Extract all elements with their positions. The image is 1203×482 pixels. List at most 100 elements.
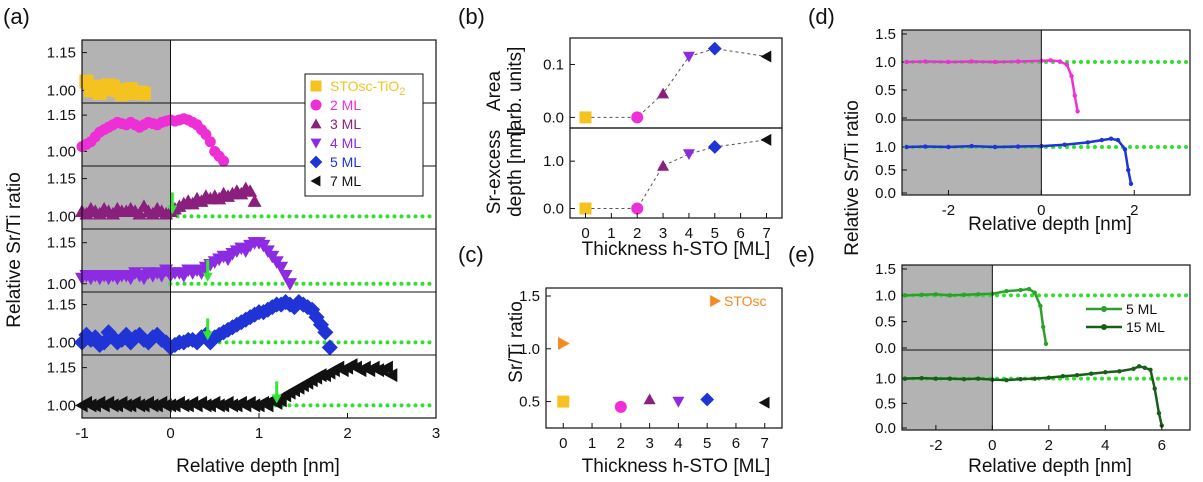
a-data-point bbox=[122, 334, 139, 351]
b-ylabel-bottom-1: Sr-excess bbox=[484, 130, 505, 214]
e-ytick-label: 0.5 bbox=[875, 314, 896, 331]
a-data-point bbox=[218, 155, 230, 167]
a-ytick-label: 1.00 bbox=[47, 82, 76, 99]
panel-label-a: (a) bbox=[3, 4, 30, 29]
a-data-point bbox=[282, 278, 297, 291]
c-xtick-label: 4 bbox=[674, 435, 682, 452]
a-data-point bbox=[278, 269, 293, 283]
e-xtick-label: 6 bbox=[1158, 437, 1166, 454]
b-data-point bbox=[682, 149, 695, 161]
a-data-point bbox=[384, 368, 398, 383]
a-data-point bbox=[317, 324, 334, 341]
d-ytick-label: 1.0 bbox=[875, 54, 896, 71]
e-xtick-label: -2 bbox=[929, 437, 942, 454]
a-data-point bbox=[87, 329, 104, 346]
b-ytick-label: 0.0 bbox=[543, 201, 564, 218]
e-profile-point bbox=[902, 293, 908, 298]
e-profile-point bbox=[1040, 324, 1046, 330]
a-data-point bbox=[274, 261, 289, 275]
a-interface-arrow bbox=[271, 381, 282, 404]
c-legend-marker bbox=[710, 295, 721, 307]
e-xtick-label: 2 bbox=[1045, 437, 1053, 454]
d-ytick-label: 0.0 bbox=[875, 110, 896, 127]
e-profile-point bbox=[1152, 386, 1157, 391]
a-legend-label-4ml: 4 ML bbox=[330, 135, 361, 151]
a-data-point bbox=[247, 194, 262, 207]
a-data-point bbox=[243, 184, 258, 197]
c-xtick-label: 6 bbox=[732, 435, 740, 452]
d-ytick-label: 1.5 bbox=[875, 26, 896, 43]
e-legend-marker bbox=[1101, 306, 1107, 312]
e-ytick-label: 0.5 bbox=[875, 395, 896, 412]
a-legend-label-3ml: 3 ML bbox=[330, 116, 361, 132]
b-data-point bbox=[682, 51, 695, 63]
e-profile-point bbox=[1038, 303, 1043, 309]
a-data-point bbox=[158, 334, 175, 351]
b-xtick-label: 4 bbox=[685, 225, 693, 242]
e-profile-point bbox=[1032, 376, 1037, 381]
c-xtick-label: 1 bbox=[588, 435, 596, 452]
e-profile-point bbox=[902, 376, 908, 381]
e-xtick-label: 4 bbox=[1101, 437, 1109, 454]
e-profile-point bbox=[1004, 288, 1009, 294]
a-ytick-label: 1.00 bbox=[47, 397, 76, 414]
d-profile-point bbox=[1062, 142, 1067, 147]
a-xtick-label: 1 bbox=[255, 425, 263, 442]
d-profile-point bbox=[1075, 109, 1080, 114]
d-profile-point bbox=[923, 144, 928, 149]
panel-label-c: (c) bbox=[458, 242, 484, 267]
d-profile-point bbox=[1108, 136, 1114, 141]
d-profile-point bbox=[969, 59, 974, 64]
d-profile-point bbox=[904, 59, 909, 65]
e-profile-point bbox=[1046, 375, 1052, 380]
b-xlabel: Thickness h-STO [ML] bbox=[582, 239, 771, 260]
a-legend-label-7ml: 7 ML bbox=[330, 173, 361, 189]
c-xtick-label: 3 bbox=[645, 435, 653, 452]
b-data-point bbox=[760, 133, 772, 146]
a-legend-marker bbox=[310, 138, 322, 149]
c-xtick-label: 2 bbox=[617, 435, 625, 452]
c-data-point bbox=[614, 400, 627, 413]
panel-label-d: (d) bbox=[808, 4, 835, 29]
c-data-point bbox=[758, 396, 770, 409]
d-profile-point bbox=[1126, 167, 1131, 173]
a-interface-arrow-head bbox=[167, 205, 178, 215]
a-ytick-label: 1.15 bbox=[47, 107, 76, 124]
e-profile-point bbox=[976, 292, 981, 297]
a-data-point bbox=[380, 360, 393, 375]
e-profile-point bbox=[1136, 364, 1142, 369]
a-data-point bbox=[189, 334, 206, 351]
b-xtick-label: 7 bbox=[762, 225, 770, 242]
e-profile-point bbox=[919, 292, 924, 298]
e-profile-point bbox=[961, 376, 967, 382]
a-interface-arrow bbox=[202, 318, 213, 341]
b-ylabel-top-1: Area bbox=[484, 71, 505, 112]
e-profile-point bbox=[1117, 369, 1122, 374]
a-xtick-label: -1 bbox=[75, 425, 88, 442]
a-ytick-label: 1.15 bbox=[47, 360, 76, 377]
d-profile-point bbox=[1064, 62, 1070, 67]
e-ytick-label: 0.0 bbox=[875, 340, 896, 357]
d-profile-point bbox=[946, 144, 951, 150]
e-profile-point bbox=[933, 376, 939, 381]
a-interface-arrow bbox=[202, 259, 213, 282]
c-ylabel: Sr/Ti ratio bbox=[506, 301, 527, 383]
b-data-point bbox=[579, 111, 592, 124]
c-ytick-label: 1.5 bbox=[519, 288, 540, 305]
b-guide-line-bottom bbox=[585, 139, 767, 210]
d-substrate-shade bbox=[902, 30, 1042, 195]
d-profile-point bbox=[1015, 144, 1021, 149]
d-profile-point bbox=[923, 59, 928, 64]
c-xtick-label: 5 bbox=[703, 435, 711, 452]
panel-label-b: (b) bbox=[458, 4, 485, 29]
b-xtick-label: 2 bbox=[633, 225, 641, 242]
b-xtick-label: 1 bbox=[607, 225, 615, 242]
b-xtick-label: 5 bbox=[711, 225, 719, 242]
d-profile-point bbox=[969, 143, 974, 149]
d-profile-point bbox=[1072, 93, 1078, 98]
b-ytick-label: 0.0 bbox=[543, 109, 564, 126]
a-legend-box bbox=[304, 73, 424, 197]
e-legend-label-15ml: 15 ML bbox=[1126, 319, 1165, 335]
e-profile-point bbox=[1018, 376, 1023, 382]
